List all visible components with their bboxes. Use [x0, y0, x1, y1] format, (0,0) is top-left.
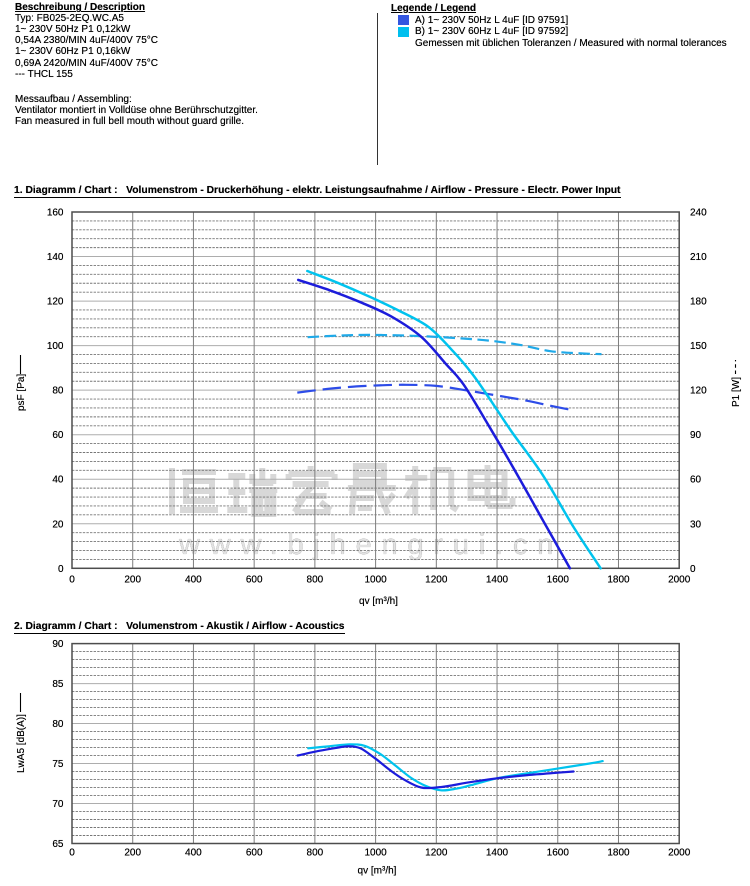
svg-text:200: 200 — [124, 848, 141, 859]
svg-text:800: 800 — [307, 848, 324, 859]
svg-text:90: 90 — [52, 639, 64, 650]
svg-text:180: 180 — [690, 297, 707, 308]
svg-text:800: 800 — [307, 575, 324, 586]
svg-text:1800: 1800 — [607, 575, 630, 586]
svg-text:1600: 1600 — [547, 575, 570, 586]
svg-text:240: 240 — [690, 208, 707, 219]
svg-text:1400: 1400 — [486, 848, 509, 859]
svg-text:20: 20 — [52, 519, 64, 530]
svg-text:100: 100 — [47, 341, 64, 352]
svg-text:1200: 1200 — [425, 848, 448, 859]
svg-text:140: 140 — [47, 252, 64, 263]
svg-text:1200: 1200 — [425, 575, 448, 586]
svg-text:www.bjhengrui.cn: www.bjhengrui.cn — [178, 529, 563, 561]
svg-text:1800: 1800 — [607, 848, 630, 859]
svg-text:40: 40 — [52, 475, 64, 486]
svg-text:1000: 1000 — [364, 848, 387, 859]
svg-text:600: 600 — [246, 575, 263, 586]
svg-text:LwA5 [dB(A)]: LwA5 [dB(A)] — [16, 714, 27, 773]
svg-text:75: 75 — [52, 759, 64, 770]
svg-text:400: 400 — [185, 575, 202, 586]
svg-text:60: 60 — [52, 430, 64, 441]
svg-text:2000: 2000 — [668, 575, 691, 586]
svg-text:400: 400 — [185, 848, 202, 859]
svg-text:150: 150 — [690, 341, 707, 352]
svg-text:60: 60 — [690, 475, 702, 486]
svg-text:85: 85 — [52, 679, 64, 690]
svg-text:qv [m³/h]: qv [m³/h] — [359, 596, 398, 607]
svg-text:psF [Pa]: psF [Pa] — [16, 374, 27, 411]
svg-text:1600: 1600 — [547, 848, 570, 859]
svg-text:1000: 1000 — [364, 575, 387, 586]
svg-text:qv [m³/h]: qv [m³/h] — [358, 866, 397, 877]
svg-text:P1 [W]: P1 [W] — [731, 377, 742, 407]
svg-text:70: 70 — [52, 799, 64, 810]
svg-text:120: 120 — [690, 386, 707, 397]
svg-text:0: 0 — [690, 564, 696, 575]
svg-text:65: 65 — [52, 839, 64, 850]
svg-text:160: 160 — [47, 208, 64, 219]
svg-text:600: 600 — [246, 848, 263, 859]
svg-text:200: 200 — [124, 575, 141, 586]
svg-text:120: 120 — [47, 297, 64, 308]
svg-text:90: 90 — [690, 430, 702, 441]
svg-text:0: 0 — [58, 564, 64, 575]
svg-text:0: 0 — [69, 848, 75, 859]
svg-text:80: 80 — [52, 719, 64, 730]
svg-text:2000: 2000 — [668, 848, 691, 859]
svg-text:80: 80 — [52, 386, 64, 397]
svg-text:1400: 1400 — [486, 575, 509, 586]
svg-text:30: 30 — [690, 519, 702, 530]
svg-text:0: 0 — [69, 575, 75, 586]
svg-text:210: 210 — [690, 252, 707, 263]
